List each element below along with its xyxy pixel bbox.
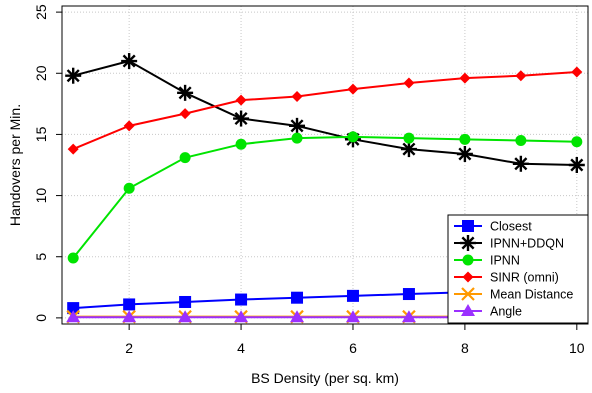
legend-item-ipnn-ddqn: IPNN+DDQN [454,235,564,251]
x-axis-title: BS Density (per sq. km) [251,370,399,386]
legend-label: Mean Distance [490,288,573,302]
point-angle-marker [66,310,81,323]
point-ipnn-marker [459,133,471,145]
point-ipnn-ddqn-marker-stroke [570,158,584,172]
point-ipnn-ddqn-marker-stroke [402,142,416,156]
point-closest-marker [179,295,192,308]
point-sinr-omni-marker [571,66,583,78]
point-sinr-omni-marker [515,70,527,82]
legend-swatch-marker [462,271,474,283]
series-ipnn [67,131,583,264]
legend-label: IPNN [490,254,520,268]
y-tick-label: 10 [33,188,49,204]
point-ipnn-marker [67,252,79,264]
point-ipnn-ddqn-marker [400,141,417,158]
legend-item-sinr-omni: SINR (omni) [454,271,559,285]
point-ipnn-ddqn-marker [512,155,529,172]
point-ipnn-ddqn-marker-stroke [178,86,192,100]
point-angle-marker [122,310,137,323]
point-ipnn-ddqn-marker-stroke [66,69,80,83]
point-closest-marker [67,302,80,315]
point-angle-marker [234,310,249,323]
point-ipnn-marker [123,182,135,194]
series-line-sinr-omni [72,71,577,151]
point-ipnn-ddqn-marker [568,157,585,173]
point-angle-marker [178,310,193,323]
legend-item-angle: Angle [454,304,522,319]
point-angle-marker [345,310,360,323]
legend-swatch-marker-stroke [461,287,475,301]
series-line-ipnn [72,135,577,259]
y-tick-label: 15 [33,126,49,142]
legend-box [447,214,589,324]
point-sinr-omni-marker [347,83,359,95]
legend-swatch-marker [462,220,474,232]
legend-swatch-marker [460,235,476,251]
legend-swatch-marker [461,304,475,316]
point-ipnn-ddqn-marker [456,145,473,162]
plot-frame [61,5,589,325]
legend-item-closest: Closest [454,220,532,234]
x-tick-label: 4 [237,340,245,356]
point-angle-marker [290,310,305,323]
point-sinr-omni-marker [123,120,135,132]
point-ipnn-marker [235,138,247,150]
point-closest-marker [291,291,304,304]
point-ipnn-marker [571,136,583,148]
legend-label: Closest [490,220,532,234]
point-sinr-omni-marker [179,108,191,120]
series-ipnn-ddqn [65,53,585,173]
point-ipnn-ddqn-marker-stroke [122,54,136,68]
point-ipnn-marker [403,132,415,144]
legend-swatch-marker [461,287,475,301]
y-tick-label: 25 [33,4,49,20]
legend-item-mean-distance: Mean Distance [454,287,573,302]
point-closest-marker [123,298,136,311]
point-ipnn-ddqn-marker-stroke [290,119,304,133]
x-tick-label: 8 [461,340,469,356]
series-sinr-omni [67,66,583,155]
point-sinr-omni-marker [67,143,79,155]
legend-item-ipnn: IPNN [454,254,520,268]
point-sinr-omni-marker [235,94,247,106]
legend-swatch-marker-stroke [461,236,475,250]
legend-label: SINR (omni) [490,271,559,285]
point-ipnn-ddqn-marker [289,117,306,134]
point-sinr-omni-marker [291,91,303,103]
point-ipnn-marker [515,135,527,147]
point-ipnn-marker [291,132,303,144]
legend: Closest IPNN+DDQN IPNN SINR (omni) Mean Dist… [447,214,589,324]
point-ipnn-marker [179,152,191,164]
point-ipnn-ddqn-marker-stroke [458,147,472,161]
point-angle-marker [401,310,416,323]
y-tick-label: 0 [33,314,49,322]
legend-swatch-marker [462,254,474,266]
x-tick-label: 6 [349,340,357,356]
point-ipnn-ddqn-marker [65,67,82,84]
point-ipnn-marker [347,131,359,143]
point-ipnn-ddqn-marker-stroke [234,112,248,126]
legend-label: IPNN+DDQN [490,237,564,251]
y-tick-label: 20 [33,65,49,81]
legend-label: Angle [490,305,522,319]
point-ipnn-ddqn-marker-stroke [514,157,528,171]
point-closest-marker [402,288,415,301]
point-closest-marker [235,293,248,306]
y-tick-label: 5 [33,253,49,261]
point-sinr-omni-marker [403,77,415,89]
x-axis: 2 4 6 8 10 [125,324,585,356]
point-sinr-omni-marker [459,72,471,84]
y-axis: 0 5 10 15 20 25 [33,4,62,322]
series-line-ipnn-ddqn [72,59,577,166]
point-closest-marker [346,289,359,302]
point-ipnn-ddqn-marker [177,84,194,101]
x-tick-label: 10 [569,340,585,356]
point-ipnn-ddqn-marker [121,53,138,70]
y-axis-title: Handovers per Min. [7,104,23,226]
point-ipnn-ddqn-marker [233,110,250,127]
x-tick-label: 2 [125,340,133,356]
